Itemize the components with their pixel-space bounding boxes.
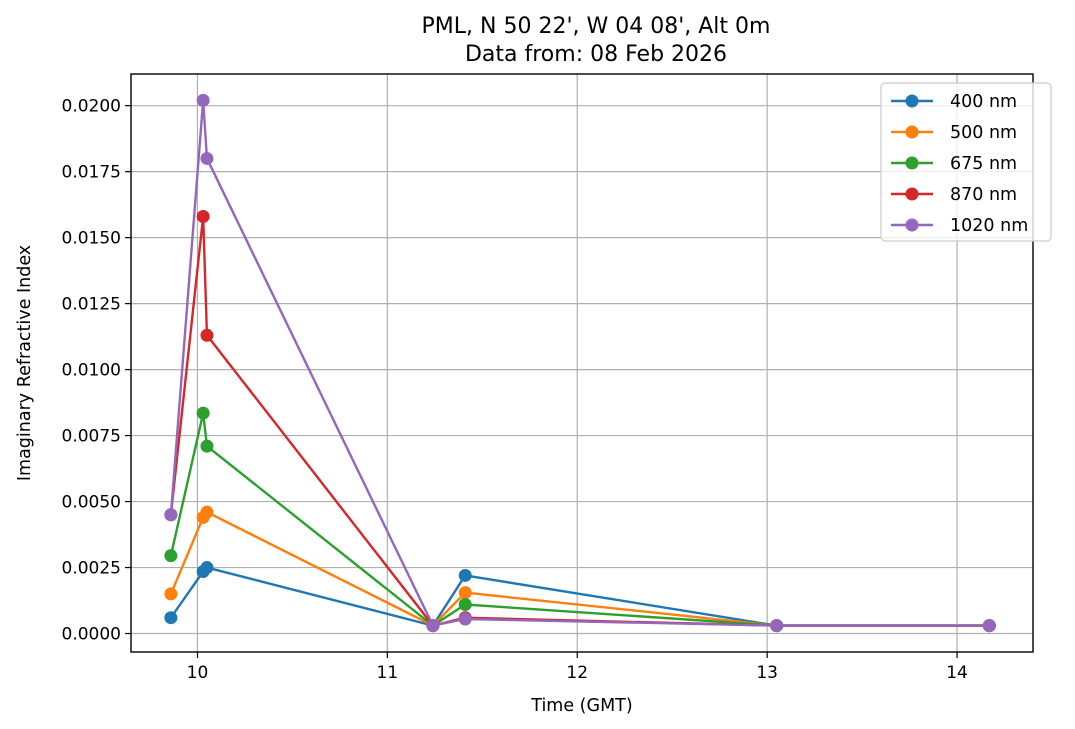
y-tick-label: 0.0050 <box>62 493 121 513</box>
plot-frame <box>130 73 1034 653</box>
x-axis-label: Time (GMT) <box>530 696 632 716</box>
legend-label-400-nm: 400 nm <box>950 92 1017 112</box>
x-tick-label: 10 <box>187 663 209 683</box>
x-tick-label: 12 <box>566 663 588 683</box>
data-point-500-nm <box>164 587 178 601</box>
axis-ticks: 10 11 12 13 14 0.0000 0.0025 0.0050 0.0075 0.0100… <box>62 97 968 683</box>
data-point-1020-nm <box>196 93 210 107</box>
x-tick-label: 13 <box>756 663 778 683</box>
y-tick-label: 0.0100 <box>62 361 121 381</box>
legend-marker-675-nm <box>905 156 919 170</box>
data-point-675-nm <box>458 597 472 611</box>
y-tick-label: 0.0000 <box>62 625 121 645</box>
y-tick-label: 0.0025 <box>62 559 121 579</box>
data-point-675-nm <box>200 439 214 453</box>
chart-title-line2: Data from: 08 Feb 2026 <box>465 42 727 67</box>
legend-marker-500-nm <box>905 125 919 139</box>
data-point-1020-nm <box>164 508 178 522</box>
legend-label-870-nm: 870 nm <box>950 185 1017 205</box>
grid <box>131 74 1033 652</box>
data-point-1020-nm <box>200 151 214 165</box>
legend: 400 nm 500 nm 675 nm 870 nm 1020 nm <box>880 82 1052 242</box>
series-layer <box>164 93 996 633</box>
data-point-1020-nm <box>458 612 472 626</box>
legend-label-500-nm: 500 nm <box>950 123 1017 143</box>
data-point-400-nm <box>200 561 214 575</box>
x-tick-label: 11 <box>377 663 399 683</box>
y-tick-label: 0.0175 <box>62 163 121 183</box>
chart-title-line1: PML, N 50 22', W 04 08', Alt 0m <box>422 14 771 39</box>
data-point-1020-nm <box>982 619 996 633</box>
data-point-400-nm <box>164 611 178 625</box>
data-point-870-nm <box>196 210 210 224</box>
legend-marker-400-nm <box>905 94 919 108</box>
data-point-500-nm <box>458 586 472 600</box>
data-point-675-nm <box>164 549 178 563</box>
legend-frame <box>880 82 1052 242</box>
legend-label-675-nm: 675 nm <box>950 154 1017 174</box>
legend-label-1020-nm: 1020 nm <box>950 216 1028 236</box>
y-tick-label: 0.0150 <box>62 229 121 249</box>
x-tick-label: 14 <box>946 663 968 683</box>
data-point-1020-nm <box>770 619 784 633</box>
legend-marker-1020-nm <box>905 218 919 232</box>
y-tick-label: 0.0075 <box>62 427 121 447</box>
y-axis-label: Imaginary Refractive Index <box>15 245 35 481</box>
data-point-500-nm <box>200 505 214 519</box>
y-tick-label: 0.0125 <box>62 295 121 315</box>
data-point-675-nm <box>196 406 210 420</box>
y-tick-label: 0.0200 <box>62 97 121 117</box>
legend-marker-870-nm <box>905 187 919 201</box>
data-point-1020-nm <box>426 619 440 633</box>
data-point-870-nm <box>200 328 214 342</box>
data-point-400-nm <box>458 568 472 582</box>
